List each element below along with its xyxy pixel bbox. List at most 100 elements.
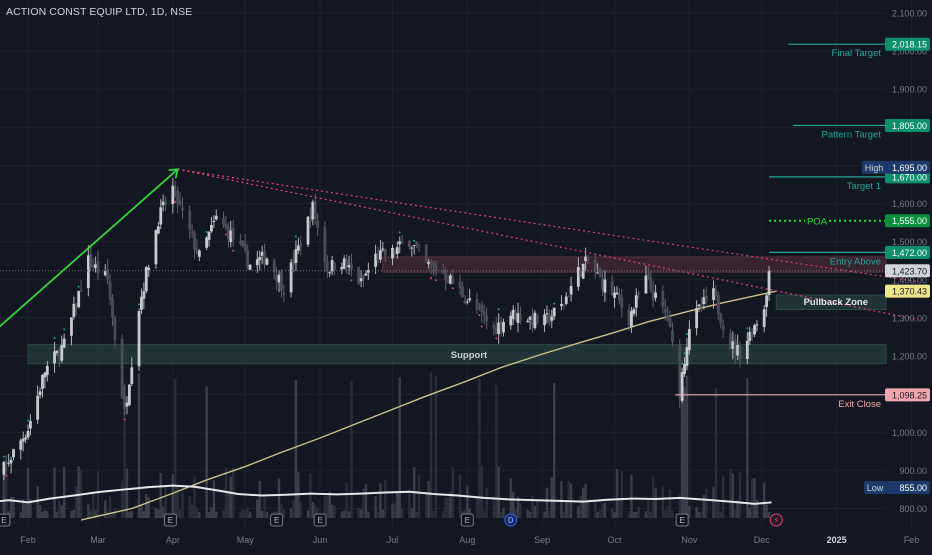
volume-bar xyxy=(671,510,674,518)
volume-bar xyxy=(451,467,455,518)
volume-bar xyxy=(381,509,385,518)
volume-bar xyxy=(140,503,143,518)
candle xyxy=(214,209,218,221)
candle-body xyxy=(41,374,44,389)
chart-title: ACTION CONST EQUIP LTD, 1D, NSE xyxy=(6,6,193,18)
candle xyxy=(127,383,131,407)
volume-bar xyxy=(427,481,430,518)
volume-bar xyxy=(263,497,266,518)
candle-body xyxy=(482,311,486,316)
trendline-1 xyxy=(0,168,179,328)
candle xyxy=(292,250,295,273)
candle xyxy=(434,260,438,282)
candle-body xyxy=(492,324,496,328)
volume-bar xyxy=(408,489,411,518)
candle xyxy=(125,396,129,415)
volume-bar xyxy=(613,511,616,518)
candle-body xyxy=(729,333,732,350)
candle-body xyxy=(29,420,32,429)
level-label: Entry Above xyxy=(830,256,881,267)
candle-body xyxy=(197,250,201,257)
candle-body xyxy=(309,216,312,222)
price-tick-label: 1,000.00 xyxy=(892,428,927,438)
candle xyxy=(579,268,583,277)
candle xyxy=(147,264,151,277)
candle-body xyxy=(366,270,370,273)
volume-bar xyxy=(748,507,751,518)
volume-bar xyxy=(77,466,80,518)
candle-body xyxy=(417,246,421,248)
pivot-dot xyxy=(123,418,126,421)
volume-bar xyxy=(666,506,669,518)
candle-body xyxy=(313,201,317,220)
volume-bar xyxy=(678,494,681,518)
candle xyxy=(260,245,264,265)
candle xyxy=(407,239,411,250)
time-tick-label: Dec xyxy=(754,535,771,545)
pivot-dot xyxy=(413,239,416,242)
candle-body xyxy=(45,365,49,376)
volume-bar xyxy=(548,511,551,518)
candle xyxy=(550,309,554,328)
candle-body xyxy=(576,267,580,287)
candle-body xyxy=(108,281,112,300)
candle-body xyxy=(178,200,182,205)
time-tick-label: 2025 xyxy=(827,535,847,545)
candle xyxy=(24,434,27,444)
volume-bar xyxy=(314,505,317,518)
earnings-marker-label: E xyxy=(168,516,173,525)
candle-body xyxy=(738,346,742,360)
high-tag-bg xyxy=(862,160,886,174)
volume-bar xyxy=(586,501,590,518)
candle xyxy=(325,255,329,278)
candle xyxy=(4,454,8,477)
candle-body xyxy=(593,259,597,272)
low-tag-label: Low xyxy=(867,483,884,493)
volume-bar xyxy=(36,486,39,518)
candle-body xyxy=(514,312,517,321)
volume-bar xyxy=(446,497,450,518)
candle xyxy=(410,246,414,257)
candle xyxy=(477,302,481,317)
candle-body xyxy=(579,269,583,277)
volume-bar xyxy=(193,476,196,518)
candle-body xyxy=(2,462,6,475)
candle-body xyxy=(357,266,361,284)
candle-body xyxy=(581,263,585,279)
volume-bar xyxy=(227,489,230,518)
volume-bar xyxy=(46,511,49,518)
volume-bar xyxy=(161,506,165,518)
volume-bar xyxy=(120,480,124,518)
pivot-dot xyxy=(681,362,684,365)
low-tag-bg xyxy=(864,481,886,495)
candle xyxy=(38,387,42,399)
candle-body xyxy=(545,313,549,315)
volume-bar xyxy=(562,511,566,518)
candle-body xyxy=(395,247,399,254)
pivot-dot xyxy=(138,303,141,306)
volume-bar xyxy=(738,472,742,518)
candle xyxy=(424,244,428,263)
candle-body xyxy=(560,303,563,307)
candle-body xyxy=(755,324,759,326)
volume-bar xyxy=(519,503,522,518)
candle xyxy=(398,231,402,254)
candle xyxy=(630,306,633,334)
candle xyxy=(357,266,361,286)
candle xyxy=(721,319,725,338)
volume-bar xyxy=(258,480,261,518)
candle-body xyxy=(316,221,320,228)
candle xyxy=(617,287,621,305)
candle-body xyxy=(610,281,614,295)
volume-bar xyxy=(449,491,452,518)
candle-body xyxy=(704,295,708,302)
candle-body xyxy=(345,260,349,268)
volume-bar xyxy=(292,500,295,518)
time-tick-label: Apr xyxy=(166,535,180,545)
candle xyxy=(395,241,399,259)
earnings-marker-label: E xyxy=(317,516,322,525)
volume-bar xyxy=(721,475,725,518)
candle xyxy=(745,327,749,365)
